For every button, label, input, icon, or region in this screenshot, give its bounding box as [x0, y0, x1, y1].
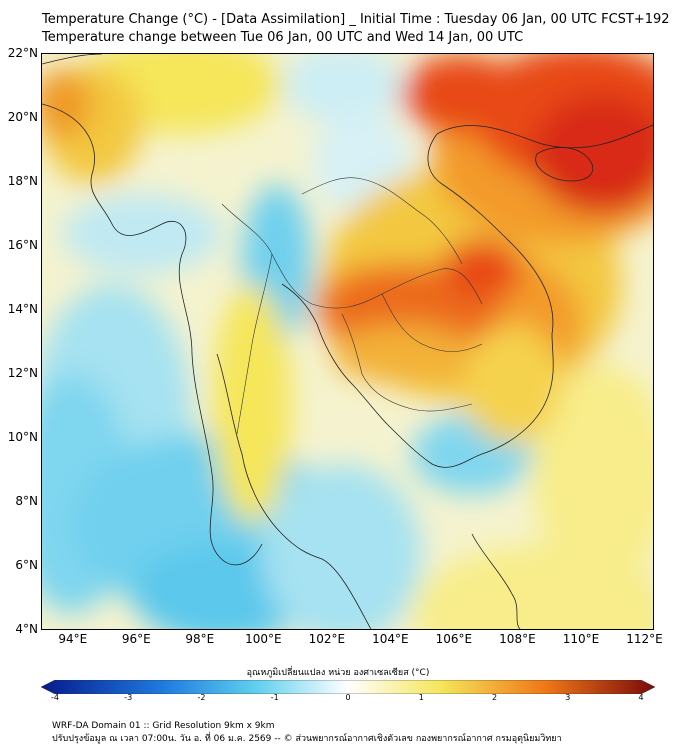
lon-tick-label: 108°E: [499, 632, 536, 646]
lon-tick-label: 100°E: [245, 632, 282, 646]
country-borders: [221, 177, 483, 435]
lon-tick-label: 102°E: [308, 632, 346, 646]
lon-tick-label: 98°E: [185, 632, 215, 646]
colorbar-tick-label: 0: [345, 693, 351, 702]
colorbar-tick-label: -1: [270, 693, 279, 702]
colorbar-gradient: [40, 679, 656, 695]
coastlines: [42, 54, 653, 629]
colorbar-tick-label: -3: [124, 693, 133, 702]
colorbar-tick-label: 4: [638, 693, 644, 702]
temperature-field: [42, 54, 653, 629]
lat-tick-label: 20°N: [7, 110, 38, 124]
colorbar-tick-label: 2: [491, 693, 498, 702]
lat-tick-label: 22°N: [7, 46, 38, 60]
lat-tick-label: 4°N: [15, 622, 38, 636]
chart-title: Temperature Change (°C) - [Data Assimila…: [42, 12, 670, 27]
lon-tick-label: 104°E: [372, 632, 409, 646]
lat-tick-label: 16°N: [7, 238, 38, 252]
colorbar-tick-label: -4: [51, 693, 59, 702]
colorbar-tick-label: 3: [565, 693, 571, 702]
temperature-change-map[interactable]: [41, 53, 654, 630]
colorbar-caption: อุณหภูมิเปลี่ยนแปลง หน่วย องศาเซลเซียส (…: [246, 668, 430, 678]
lon-tick-label: 110°E: [562, 632, 600, 646]
colorbar-tick-label: -2: [197, 693, 206, 702]
lat-tick-label: 6°N: [15, 558, 38, 572]
lat-tick-label: 10°N: [7, 430, 38, 444]
colorbar-tick-label: 1: [418, 693, 424, 702]
lat-tick-label: 8°N: [15, 494, 38, 508]
lon-tick-label: 106°E: [435, 632, 473, 646]
lon-tick-label: 96°E: [121, 632, 151, 646]
footer-model-info: WRF-DA Domain 01 :: Grid Resolution 9km …: [52, 721, 275, 731]
lon-tick-label: 112°E: [626, 632, 663, 646]
lon-tick-label: 94°E: [58, 632, 88, 646]
chart-subtitle: Temperature change between Tue 06 Jan, 0…: [42, 30, 524, 45]
lat-tick-label: 18°N: [7, 174, 38, 188]
lat-tick-label: 14°N: [7, 302, 38, 316]
footer-update-info: ปรับปรุงข้อมูล ณ เวลา 07:00น. วัน อ. ที่…: [52, 734, 562, 744]
lat-tick-label: 12°N: [7, 366, 38, 380]
map-canvas: [42, 54, 653, 629]
